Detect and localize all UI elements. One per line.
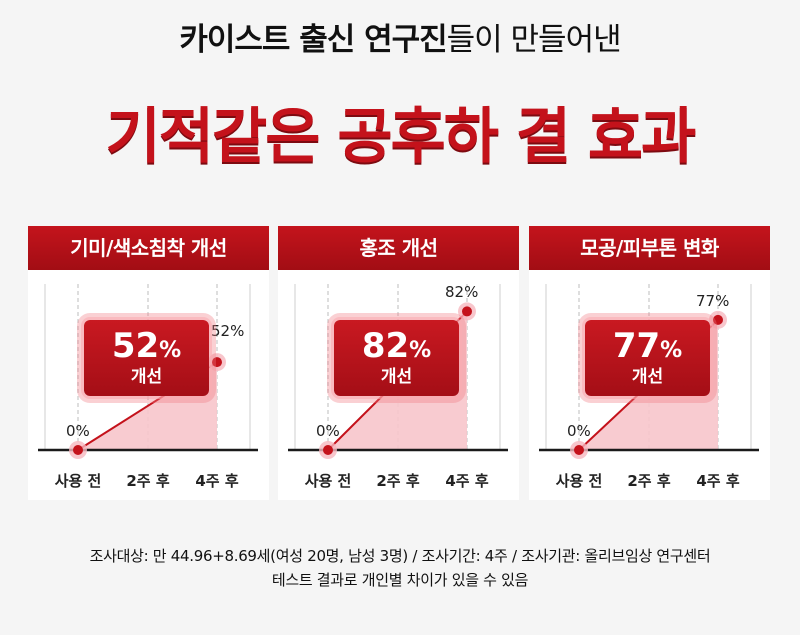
callout-percent-sign: % xyxy=(660,338,683,363)
start-value-label: 0% xyxy=(66,422,90,440)
x-label-4weeks: 4주 후 xyxy=(195,472,239,490)
callout-percent: 82% xyxy=(334,326,459,371)
result-card-1: 기미/색소침착 개선 0% 52% 52% 개선 사용 전 2주 후 4주 후 xyxy=(28,226,269,500)
end-point xyxy=(212,357,222,368)
improvement-callout: 82% 개선 xyxy=(334,320,459,396)
result-card-3: 모공/피부톤 변화 0% 77% 77% 개선 사용 전 2주 후 4주 후 xyxy=(529,226,770,500)
callout-percent: 77% xyxy=(585,326,710,371)
x-label-before: 사용 전 xyxy=(555,472,603,490)
x-label-4weeks: 4주 후 xyxy=(445,472,489,490)
start-value-label: 0% xyxy=(316,422,340,440)
improvement-callout: 52% 개선 xyxy=(84,320,209,396)
card-title: 기미/색소침착 개선 xyxy=(28,226,269,270)
end-point xyxy=(462,306,472,317)
start-point xyxy=(323,445,333,455)
headline: 카이스트 출신 연구진들이 만들어낸 xyxy=(0,14,800,59)
callout-label: 개선 xyxy=(380,367,413,387)
result-card-2: 홍조 개선 0% 82% 82% 개선 사용 전 2주 후 4주 후 xyxy=(278,226,519,500)
survey-info: 조사대상: 만 44.96+8.69세(여성 20명, 남성 3명) / 조사기… xyxy=(89,547,711,565)
disclaimer: 테스트 결과로 개인별 차이가 있을 수 있음 xyxy=(271,571,529,589)
area-fill xyxy=(328,311,467,450)
x-label-2weeks: 2주 후 xyxy=(126,472,170,490)
callout-percent: 52% xyxy=(84,326,209,371)
card-title: 모공/피부톤 변화 xyxy=(529,226,770,270)
callout-number: 77 xyxy=(612,326,661,366)
start-point xyxy=(574,445,584,455)
callout-number: 82 xyxy=(361,326,410,366)
callout-label: 개선 xyxy=(631,367,664,387)
x-label-2weeks: 2주 후 xyxy=(627,472,671,490)
end-value-label: 52% xyxy=(211,322,245,340)
callout-percent-sign: % xyxy=(159,338,182,363)
start-point xyxy=(73,445,83,455)
card-title: 홍조 개선 xyxy=(278,226,519,270)
trend-chart xyxy=(288,284,508,459)
callout-label: 개선 xyxy=(130,367,163,387)
headline-bold: 카이스트 출신 연구진 xyxy=(179,22,447,58)
end-value-label: 77% xyxy=(696,292,730,310)
start-value-label: 0% xyxy=(567,422,591,440)
end-value-label: 82% xyxy=(445,283,479,301)
x-label-4weeks: 4주 후 xyxy=(696,472,740,490)
callout-number: 52 xyxy=(111,326,160,366)
end-point xyxy=(713,314,723,325)
x-label-before: 사용 전 xyxy=(304,472,352,490)
hero-title: 기적같은 공후하 결 효과 xyxy=(105,102,697,172)
x-label-before: 사용 전 xyxy=(54,472,102,490)
headline-regular: 들이 만들어낸 xyxy=(446,22,622,58)
callout-percent-sign: % xyxy=(409,338,432,363)
x-label-2weeks: 2주 후 xyxy=(376,472,420,490)
improvement-callout: 77% 개선 xyxy=(585,320,710,396)
